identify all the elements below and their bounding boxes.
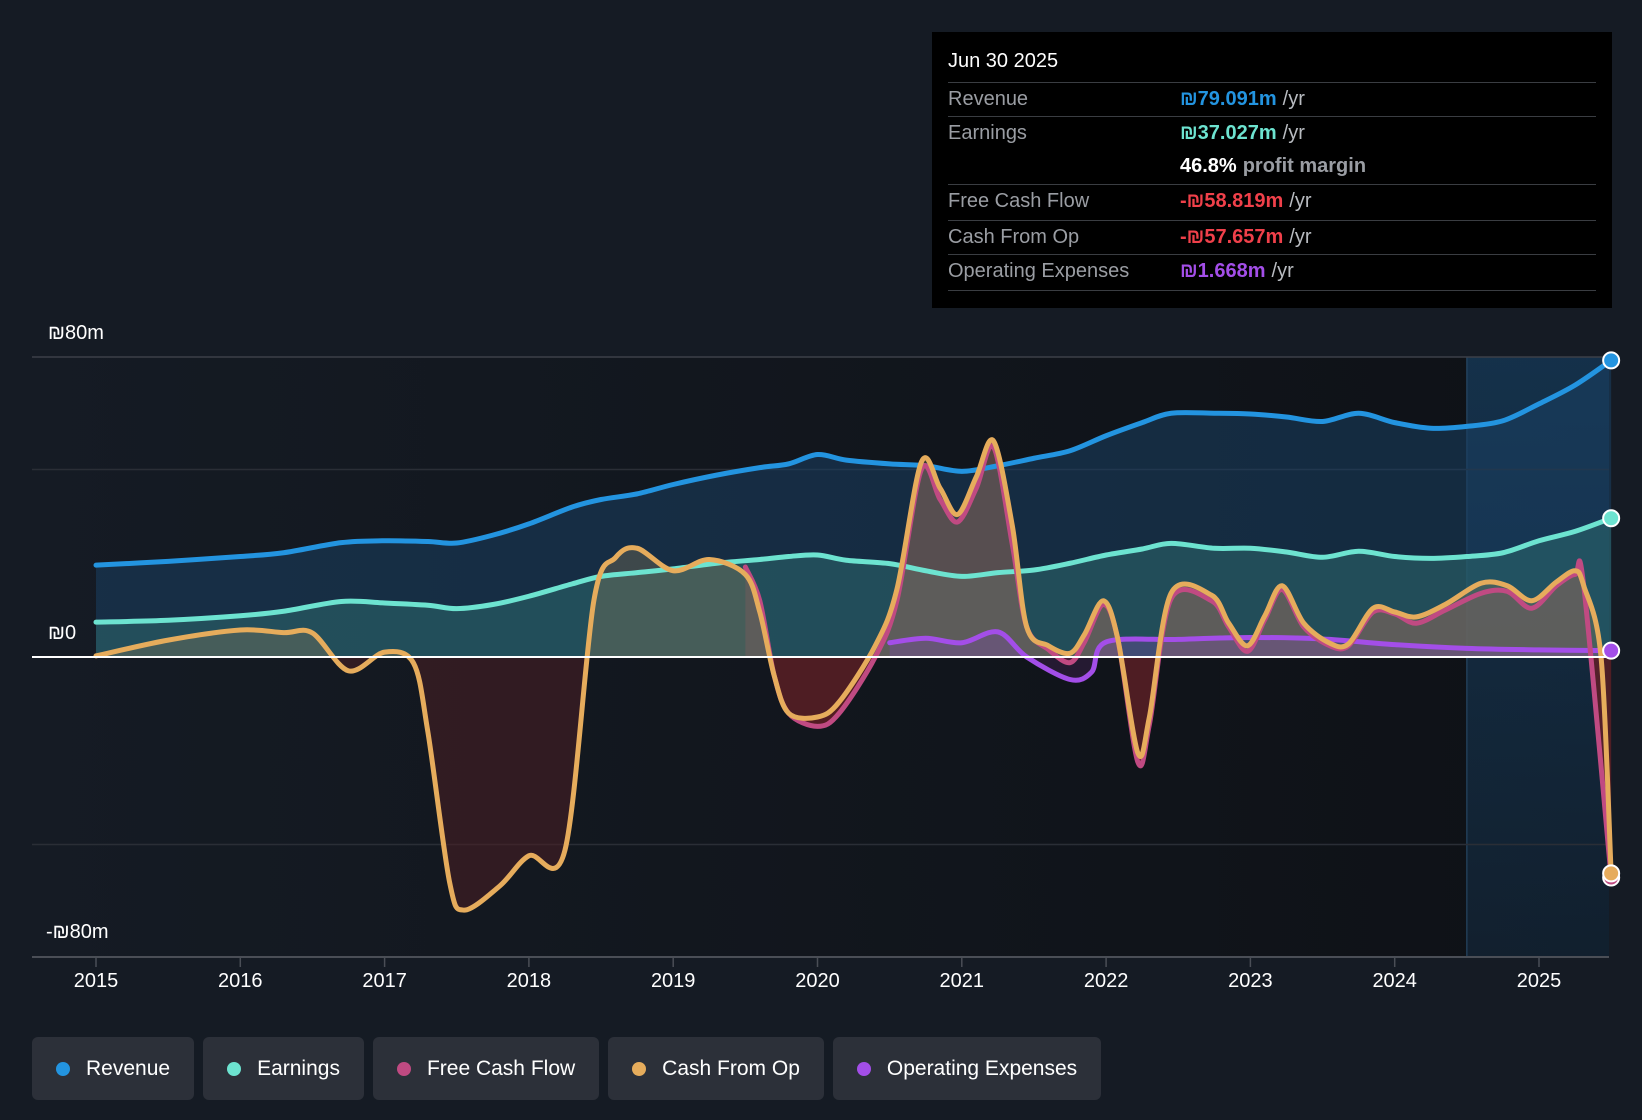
tooltip-label: Revenue (948, 88, 1029, 110)
unit: /yr (1282, 88, 1305, 110)
x-tick-label: 2015 (73, 970, 119, 992)
legend-item-revenue[interactable]: Revenue (32, 1037, 195, 1100)
legend-label: Earnings (257, 1056, 340, 1080)
tooltip-value: 46.8% profit margin (1180, 155, 1366, 178)
tooltip-label: Operating Expenses (948, 260, 1130, 282)
revenue-end-marker (1602, 351, 1621, 370)
x-tick-label: 2022 (1083, 970, 1129, 992)
x-tick-label: 2020 (795, 970, 840, 992)
y-tick-label-top: ₪80m (48, 322, 104, 344)
profit-margin-value: 46.8% (1180, 155, 1237, 177)
profit-margin-label: profit margin (1242, 155, 1367, 177)
earnings-value: ₪37.027m (1180, 122, 1277, 144)
tooltip-row-fcf: Free Cash Flow -₪58.819m/yr (948, 184, 1596, 219)
tooltip-row-margin: 46.8% profit margin (948, 150, 1596, 184)
x-tick-label: 2025 (1516, 970, 1562, 992)
tooltip-label: Cash From Op (948, 226, 1080, 248)
cfo-value: -₪57.657m (1180, 226, 1284, 248)
revenue-dot-icon (56, 1061, 70, 1076)
x-tick-label: 2021 (939, 970, 985, 992)
cfo-dot-icon (632, 1061, 647, 1076)
legend-item-free-cash-flow[interactable]: Free Cash Flow (372, 1037, 600, 1100)
tooltip-value: ₪79.091m/yr (1180, 88, 1305, 111)
operating-expenses-end-marker (1602, 641, 1621, 660)
tooltip-date: Jun 30 2025 (948, 50, 1059, 72)
tooltip-divider (948, 290, 1596, 291)
earnings-end-marker (1602, 509, 1621, 528)
cash-from-op-area-negative (96, 657, 1612, 911)
free-cash-flow-line (742, 443, 1614, 880)
unit: /yr (1282, 122, 1305, 144)
cash-from-op-line (93, 437, 1614, 913)
fcf-dot-icon (396, 1061, 411, 1076)
legend: Revenue Earnings Free Cash Flow Cash Fro… (32, 1037, 1102, 1100)
legend-item-operating-expenses[interactable]: Operating Expenses (832, 1037, 1102, 1100)
x-tick-label: 2016 (218, 970, 263, 992)
revenue-value: ₪79.091m (1180, 88, 1277, 110)
tooltip-row-opex: Operating Expenses ₪1.668m/yr (948, 254, 1596, 289)
tooltip-row-cfo: Cash From Op -₪57.657m/yr (948, 220, 1596, 255)
series-areas (96, 360, 1612, 911)
tooltip-row-revenue: Revenue ₪79.091m/yr (948, 82, 1596, 117)
unit: /yr (1271, 260, 1294, 282)
tooltip-row-earnings: Earnings ₪37.027m/yr (948, 116, 1596, 151)
legend-item-cash-from-op[interactable]: Cash From Op (608, 1037, 824, 1100)
tooltip-value: -₪58.819m/yr (1180, 190, 1312, 213)
legend-label: Cash From Op (662, 1056, 800, 1080)
x-tick-label: 2018 (506, 970, 552, 992)
earnings-dot-icon (227, 1061, 242, 1076)
legend-item-earnings[interactable]: Earnings (203, 1037, 364, 1100)
x-tick-label: 2017 (362, 970, 407, 992)
y-tick-label-zero: ₪0 (48, 622, 77, 644)
y-tick-label-bottom: -₪80m (46, 921, 109, 943)
free-cash-flow-area-positive (745, 445, 1612, 657)
opex-value: ₪1.668m (1180, 260, 1266, 282)
legend-label: Operating Expenses (886, 1056, 1078, 1080)
earnings-area-positive (96, 518, 1612, 657)
tooltip-panel: Jun 30 2025 Revenue ₪79.091m/yr Earnings… (932, 32, 1612, 308)
legend-label: Free Cash Flow (426, 1056, 576, 1080)
x-axis (32, 956, 1609, 967)
tooltip-value: ₪37.027m/yr (1180, 122, 1305, 145)
end-markers (1602, 351, 1621, 887)
tooltip-value: ₪1.668m/yr (1180, 260, 1294, 283)
unit: /yr (1289, 226, 1312, 248)
cash-from-op-area-positive (96, 439, 1612, 657)
cash-from-op-end-marker (1602, 864, 1621, 883)
opex-dot-icon (856, 1061, 871, 1076)
series-lines (93, 357, 1614, 913)
tooltip-label: Earnings (948, 122, 1027, 144)
revenue-line (93, 357, 1614, 568)
x-tick-label: 2024 (1372, 970, 1417, 992)
tooltip-label: Free Cash Flow (948, 190, 1090, 212)
legend-label: Revenue (86, 1056, 171, 1080)
x-tick-label: 2023 (1228, 970, 1273, 992)
unit: /yr (1289, 190, 1312, 212)
tooltip-value: -₪57.657m/yr (1180, 226, 1312, 249)
fcf-value: -₪58.819m (1180, 190, 1284, 212)
operating-expenses-line (887, 629, 1614, 683)
x-tick-label: 2019 (650, 970, 696, 992)
